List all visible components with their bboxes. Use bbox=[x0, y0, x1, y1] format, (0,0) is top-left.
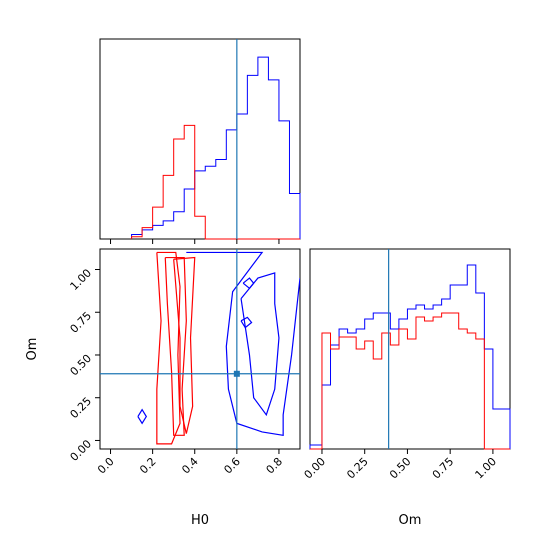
contour-blue-4 bbox=[240, 316, 253, 329]
om-vs-h0-frame bbox=[99, 248, 301, 450]
om-x-tick-label: 0.00 bbox=[302, 455, 329, 482]
om-y-tick-label: 0.25 bbox=[68, 395, 95, 422]
h0-histogram-series-red bbox=[131, 124, 300, 240]
om-x-tick-label: 0.50 bbox=[387, 455, 414, 482]
om-histogram-series-red bbox=[310, 312, 510, 450]
contour-red-0 bbox=[156, 251, 181, 445]
om-x-tick-label: 1.00 bbox=[473, 455, 500, 482]
om-vs-h0-contour-panel: 0.0 0.2 0.4 0.6 0.8 0.00 0.25 0.50 0.75 1.00 bbox=[68, 249, 300, 476]
h0-histogram-panel bbox=[110, 39, 301, 244]
om-y-tick-label: 1.00 bbox=[68, 266, 95, 293]
om-y-tick-label: 0.75 bbox=[68, 309, 95, 336]
contour-red-1 bbox=[164, 256, 187, 436]
h0-x-tick-label: 0.6 bbox=[221, 455, 243, 477]
om-y-tick-label: 0.50 bbox=[68, 352, 95, 379]
contour-blue-2 bbox=[137, 408, 148, 425]
contour-blue-1 bbox=[240, 272, 280, 417]
h0-x-tick-label: 0.0 bbox=[95, 455, 117, 477]
contour-blue-3 bbox=[242, 277, 255, 290]
h0-x-tick-label: 0.8 bbox=[264, 455, 286, 477]
om-y-tick-label: 0.00 bbox=[68, 437, 95, 464]
om-histogram-panel: 0.00 0.25 0.50 0.75 1.00 bbox=[302, 249, 511, 482]
x-axis-label-h0: H0 bbox=[191, 513, 209, 528]
h0-x-tick-label: 0.4 bbox=[179, 455, 201, 477]
h0-x-tick-label: 0.2 bbox=[137, 455, 159, 477]
om-histogram-frame bbox=[309, 248, 511, 450]
contour-red-2 bbox=[173, 256, 196, 434]
contour-blue-0 bbox=[186, 251, 300, 437]
x-axis-label-om: Om bbox=[399, 513, 422, 528]
y-axis-label-om: Om bbox=[25, 338, 40, 361]
om-x-tick-label: 0.75 bbox=[430, 455, 457, 482]
contour-group bbox=[137, 251, 300, 445]
h0-histogram-series-blue bbox=[131, 56, 301, 239]
h0-histogram-frame bbox=[99, 38, 301, 240]
om-x-tick-label: 0.25 bbox=[344, 455, 371, 482]
truth-marker bbox=[233, 370, 240, 377]
om-histogram-series-blue bbox=[309, 264, 511, 449]
